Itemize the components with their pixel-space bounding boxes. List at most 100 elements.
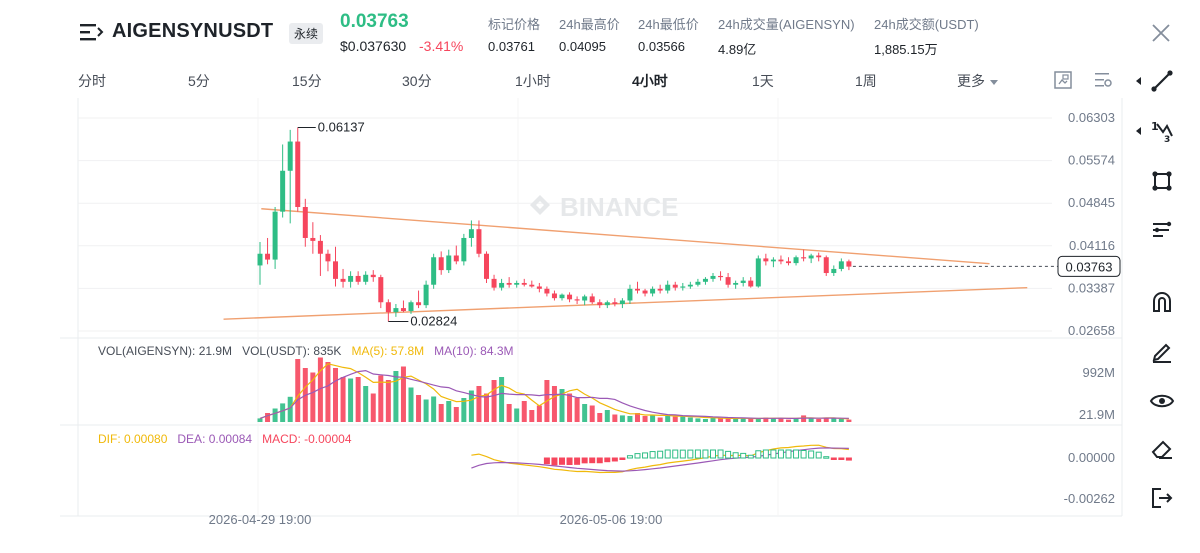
volume-bar [725, 418, 731, 422]
candle-body [778, 259, 784, 262]
expand-arrow-icon[interactable] [1136, 127, 1141, 135]
macd-histogram-bar [626, 455, 633, 459]
volume-bar [295, 359, 301, 422]
macd-histogram-bar [687, 449, 694, 459]
macd-value-legend: MACD: -0.00004 [262, 432, 352, 446]
candle-body [627, 288, 633, 301]
eye-icon[interactable] [1149, 388, 1175, 414]
volume-bar [325, 362, 331, 422]
macd-histogram-bar [543, 457, 550, 465]
high-marker-label: 0.06137 [318, 120, 365, 135]
volume-bar [468, 390, 474, 422]
volume-bar [589, 405, 595, 422]
time-tick-label: 2026-04-29 19:00 [209, 512, 312, 527]
magnet-icon[interactable] [1149, 289, 1175, 315]
screenshot-icon[interactable] [1053, 70, 1073, 90]
macd-histogram-bar [694, 449, 701, 459]
candle-body [453, 255, 459, 262]
expand-arrow-icon[interactable] [1136, 77, 1141, 85]
macd-histogram-bar [634, 453, 641, 459]
volume-bar [506, 404, 512, 422]
candle-body [476, 229, 482, 254]
price-tick-label: 0.04845 [1068, 195, 1115, 210]
drawing-toolbar: 1 3 [1130, 62, 1200, 553]
kline-chart-svg[interactable]: BINANCE 0.06303 0.05574 0.04845 0.04116 0.03… [0, 98, 1130, 528]
watermark: BINANCE [530, 192, 678, 222]
symbol-name[interactable]: AIGENSYNUSDT [112, 20, 274, 42]
tab-5m[interactable]: 5分 [188, 73, 210, 89]
candle-body [333, 261, 338, 279]
tab-4h[interactable]: 4小时 [632, 73, 668, 89]
candle-body [514, 282, 520, 285]
candle-body [612, 302, 618, 305]
stat-value: 0.04095 [559, 39, 606, 54]
shapes-icon[interactable] [1149, 168, 1175, 194]
svg-text:1: 1 [1151, 120, 1159, 133]
volume-bar [265, 413, 271, 422]
brush-icon[interactable] [1149, 338, 1175, 364]
volume-bar [348, 378, 354, 422]
tab-1w[interactable]: 1周 [855, 73, 877, 89]
volume-bar [808, 418, 814, 422]
candle-body [355, 275, 361, 282]
pattern-icon[interactable] [1149, 216, 1175, 242]
candle-body [423, 284, 429, 306]
volume-bar [385, 380, 391, 422]
eraser-icon[interactable] [1149, 436, 1175, 462]
candles [257, 127, 852, 322]
volume-bar [657, 417, 663, 422]
candle-body [597, 302, 603, 306]
volume-bar [831, 417, 837, 422]
chart-settings-icon[interactable] [1093, 70, 1113, 90]
timeframe-tabs: 分时 5分 15分 30分 1小时 4小时 1天 1周 更多 [0, 62, 1130, 98]
volume-bar [491, 380, 497, 422]
candle-body [446, 255, 452, 271]
macd-histogram-bar [732, 452, 739, 459]
candle-body [740, 280, 746, 283]
candle-body [544, 288, 550, 294]
candle-body [400, 308, 406, 312]
volume-bar [272, 408, 278, 422]
tab-1d[interactable]: 1天 [752, 73, 774, 89]
candle-body [763, 258, 769, 262]
volume-bar [710, 417, 716, 422]
exit-icon[interactable] [1149, 485, 1175, 511]
volume-bar [559, 389, 565, 422]
volume-bar [755, 418, 761, 422]
tab-more[interactable]: 更多 [957, 71, 998, 91]
macd-histogram-bar [611, 457, 618, 462]
candle-body [370, 274, 376, 278]
candle-body [816, 255, 822, 258]
trend-line-icon[interactable] [1149, 68, 1175, 94]
menu-lines-icon[interactable] [80, 22, 104, 42]
tab-1h[interactable]: 1小时 [515, 73, 551, 89]
candle-body [551, 293, 557, 299]
kline-chart[interactable]: BINANCE 0.06303 0.05574 0.04845 0.04116 0.03… [0, 98, 1130, 528]
macd-histogram-bar [755, 450, 762, 459]
volume-bar [786, 419, 791, 422]
vol-base-legend: VOL(AIGENSYN): 21.9M [98, 344, 233, 358]
candle-body [506, 282, 512, 285]
tab-timeline[interactable]: 分时 [78, 73, 106, 89]
close-icon[interactable] [1150, 22, 1172, 44]
macd-histogram-bar [649, 451, 656, 459]
stat-value: 0.03566 [638, 39, 685, 54]
macd-histogram-bar [596, 457, 603, 464]
tab-30m[interactable]: 30分 [402, 73, 432, 89]
macd-histogram-bar [566, 457, 573, 465]
candle-body [310, 237, 316, 241]
volume-bar [574, 398, 580, 422]
volume-bar [627, 416, 633, 422]
macd-histogram-bar [740, 452, 747, 459]
tab-15m[interactable]: 15分 [292, 73, 322, 89]
candle-body [416, 302, 422, 306]
candle-body [619, 300, 625, 305]
macd-histogram-bar [559, 457, 565, 465]
binance-logo-icon [530, 195, 550, 215]
volume-bar [499, 377, 505, 422]
vol-usdt-legend: VOL(USDT): 835K [242, 344, 342, 358]
macd-histogram-bar [642, 452, 649, 459]
fibonacci-icon[interactable]: 1 3 [1149, 118, 1175, 144]
price-tick-label: 0.06303 [1068, 110, 1115, 125]
volume-bar [740, 417, 746, 422]
